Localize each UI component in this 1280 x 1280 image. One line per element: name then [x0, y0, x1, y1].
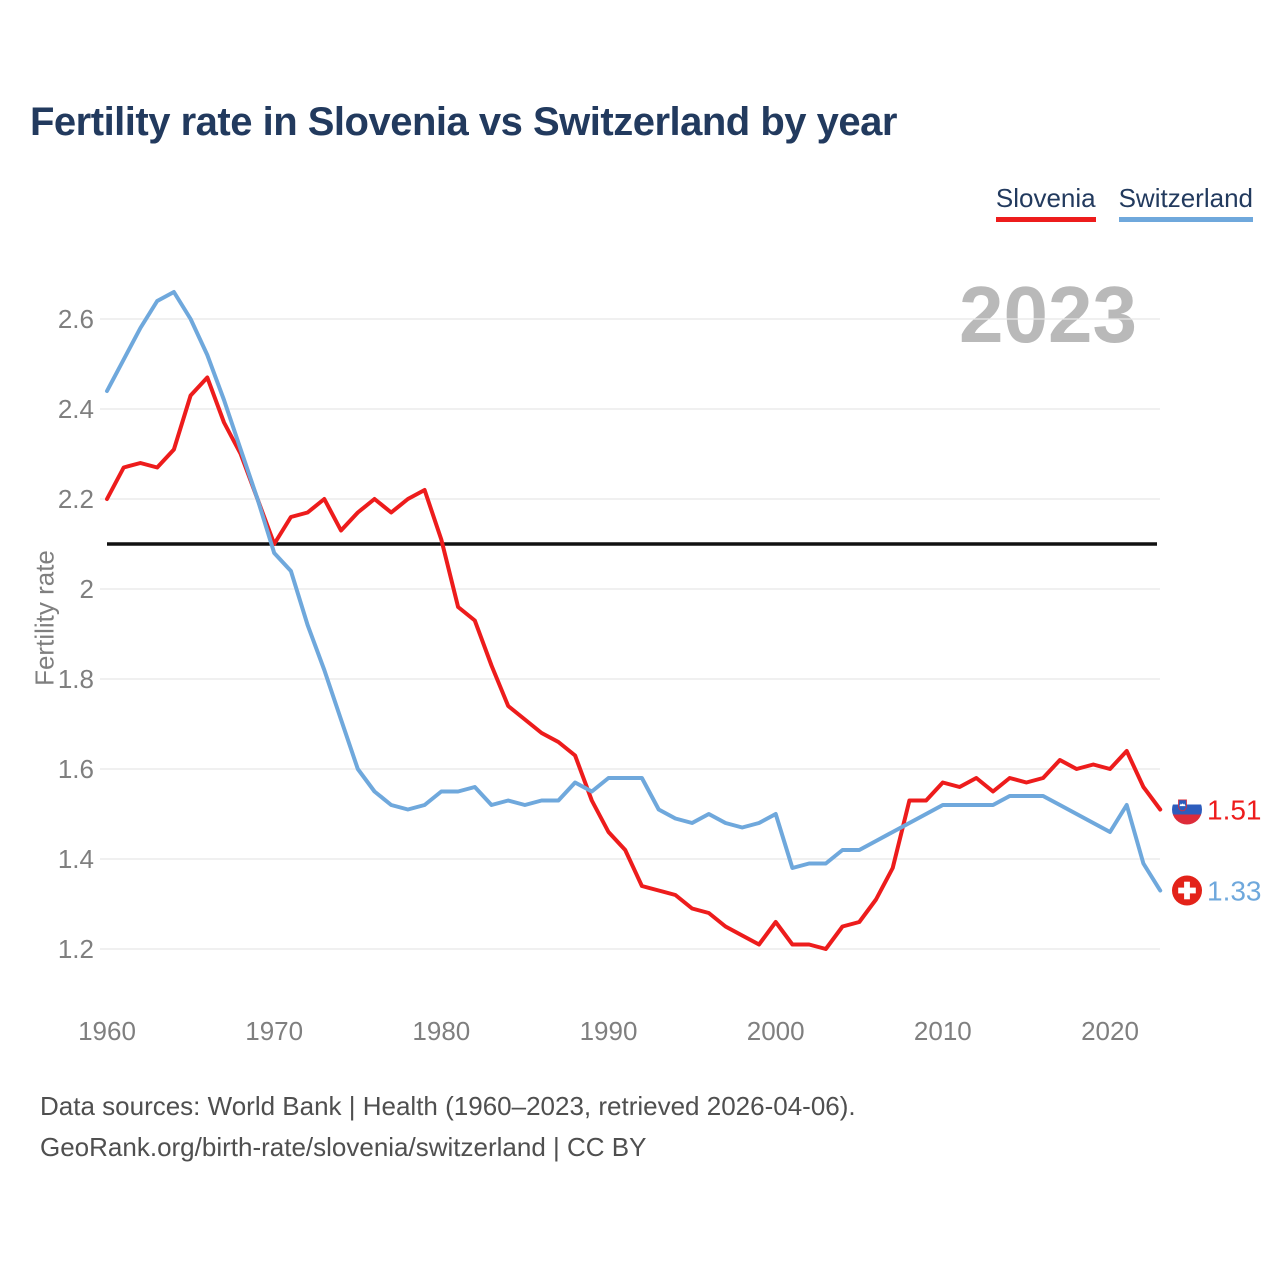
y-tick-label: 2.4 — [58, 394, 94, 424]
stripe-red — [1172, 814, 1202, 825]
x-tick-label: 1970 — [245, 1016, 303, 1046]
slovenia-flag-stripes — [1172, 794, 1202, 825]
y-tick-label: 2.2 — [58, 484, 94, 514]
source-attribution: Data sources: World Bank | Health (1960–… — [40, 1086, 856, 1168]
y-axis-title: Fertility rate — [29, 550, 60, 686]
legend-item-switzerland[interactable]: Switzerland — [1118, 183, 1253, 222]
cross-horizontal — [1178, 887, 1196, 894]
year-watermark: 2023 — [959, 270, 1137, 359]
stripe-blue — [1172, 804, 1202, 815]
y-tick-label: 1.8 — [58, 664, 94, 694]
y-tick-label: 2 — [80, 574, 94, 604]
legend: Slovenia Switzerland — [995, 183, 1253, 222]
y-tick-label: 1.6 — [58, 754, 94, 784]
y-tick-label: 1.2 — [58, 934, 94, 964]
x-tick-label: 1990 — [580, 1016, 638, 1046]
page-title: Fertility rate in Slovenia vs Switzerlan… — [30, 100, 897, 144]
series-line-slovenia[interactable] — [105, 375, 1163, 951]
x-tick-label: 1980 — [412, 1016, 470, 1046]
x-tick-label: 2020 — [1081, 1016, 1139, 1046]
stripe-white — [1172, 794, 1202, 805]
x-tick-label: 2000 — [747, 1016, 805, 1046]
x-tick-label: 2010 — [914, 1016, 972, 1046]
source-line: Data sources: World Bank | Health (1960–… — [40, 1091, 856, 1121]
series-line-switzerland[interactable] — [105, 290, 1163, 893]
coat-of-arms — [1178, 799, 1187, 812]
y-tick-label: 1.4 — [58, 844, 94, 874]
source-url-line: GeoRank.org/birth-rate/slovenia/switzerl… — [40, 1132, 647, 1162]
switzerland-flag-icon — [1172, 875, 1202, 906]
legend-item-slovenia[interactable]: Slovenia — [995, 183, 1096, 222]
end-value-label-switzerland: 1.33 — [1207, 876, 1262, 907]
y-tick-label: 2.6 — [58, 304, 94, 334]
mountain — [1179, 803, 1186, 807]
slovenia-flag-icon — [1172, 794, 1202, 825]
end-value-label-slovenia: 1.51 — [1207, 795, 1262, 826]
x-tick-label: 1960 — [78, 1016, 136, 1046]
